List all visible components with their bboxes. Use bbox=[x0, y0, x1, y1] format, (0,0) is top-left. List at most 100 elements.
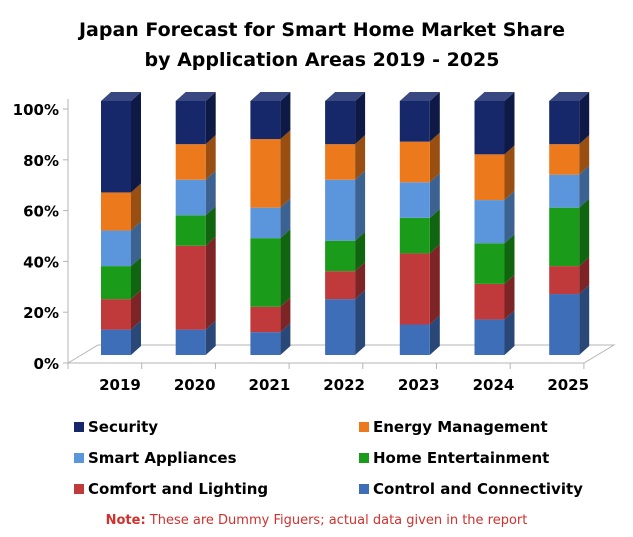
y-tick-label: 60% bbox=[23, 203, 59, 221]
bar-front-face bbox=[325, 240, 356, 272]
bar-top-face bbox=[549, 92, 590, 101]
bar-side-face bbox=[205, 320, 216, 355]
bar-front-face bbox=[549, 207, 580, 267]
bar-side-face bbox=[429, 132, 440, 183]
bar-top-face bbox=[325, 92, 366, 101]
bar-side-face bbox=[280, 130, 291, 208]
bar-side-face bbox=[131, 257, 141, 300]
bar-segment-smart-appliances bbox=[250, 198, 291, 239]
bar-side-face bbox=[579, 198, 590, 267]
bar-front-face bbox=[175, 179, 206, 216]
bar-segment-smart-appliances bbox=[101, 221, 141, 267]
bar-side-face bbox=[355, 231, 366, 272]
legend-label: Control and Connectivity bbox=[373, 480, 583, 498]
bar-front-face bbox=[399, 253, 430, 325]
chart-title-line-2: by Application Areas 2019 - 2025 bbox=[145, 49, 500, 71]
bar-segment-energy-management bbox=[474, 145, 515, 201]
bar-front-face bbox=[549, 294, 580, 355]
bar-segment-security bbox=[101, 92, 141, 193]
bar-front-face bbox=[325, 179, 356, 241]
chart-legend: Security Energy Management Smart Appliance… bbox=[74, 418, 583, 498]
bar-front-face bbox=[101, 266, 131, 300]
bar-side-face bbox=[131, 183, 141, 231]
chart-title-line-1: Japan Forecast for Smart Home Market Sha… bbox=[77, 19, 565, 41]
bar-front-face bbox=[325, 271, 356, 300]
bar-segment-energy-management bbox=[325, 135, 366, 180]
bar-segment-smart-appliances bbox=[474, 191, 515, 244]
legend-item: Home Entertainment bbox=[359, 449, 549, 467]
bar-side-face bbox=[579, 135, 590, 175]
bar-segment-smart-appliances bbox=[549, 165, 590, 208]
bar-segment-control-and-connectivity bbox=[549, 285, 590, 355]
bar-front-face bbox=[549, 101, 580, 145]
bar-front-face bbox=[101, 230, 131, 267]
bar-side-face bbox=[280, 297, 291, 333]
bar-segment-home-entertainment bbox=[250, 229, 291, 307]
y-tick-label: 100% bbox=[13, 101, 59, 119]
bar-segment-smart-appliances bbox=[325, 170, 366, 241]
bar-front-face bbox=[549, 266, 580, 295]
legend-item: Control and Connectivity bbox=[359, 480, 583, 498]
legend-item: Smart Appliances bbox=[74, 449, 237, 467]
bar-segment-home-entertainment bbox=[325, 231, 366, 272]
legend-item: Comfort and Lighting bbox=[74, 480, 268, 498]
y-tick-label: 20% bbox=[23, 304, 59, 322]
bar-side-face bbox=[504, 191, 515, 244]
x-tick-label: 2025 bbox=[547, 376, 589, 394]
bar-segment-energy-management bbox=[549, 135, 590, 175]
bar-segment-comfort-and-lighting bbox=[250, 297, 291, 333]
bar-segment-home-entertainment bbox=[175, 206, 216, 246]
bar-front-face bbox=[101, 192, 131, 231]
bar-segment-security bbox=[549, 92, 590, 145]
bar-segment-control-and-connectivity bbox=[399, 315, 440, 355]
bar-segment-control-and-connectivity bbox=[325, 290, 366, 355]
bar-segment-security bbox=[325, 92, 366, 145]
bar-segment-comfort-and-lighting bbox=[175, 236, 216, 330]
bar-segment-smart-appliances bbox=[175, 170, 216, 216]
bar-side-face bbox=[504, 274, 515, 320]
bar-front-face bbox=[549, 144, 580, 175]
bar-front-face bbox=[175, 215, 206, 246]
bar-front-face bbox=[474, 200, 505, 244]
bar-segment-energy-management bbox=[250, 130, 291, 208]
bar-side-face bbox=[205, 170, 216, 216]
bar-side-face bbox=[579, 165, 590, 208]
bar-segment-comfort-and-lighting bbox=[474, 274, 515, 320]
bar-segment-comfort-and-lighting bbox=[549, 257, 590, 295]
bar-front-face bbox=[101, 101, 131, 193]
bar-front-face bbox=[399, 101, 430, 142]
legend-label: Energy Management bbox=[373, 418, 548, 436]
bar-top-face bbox=[175, 92, 216, 101]
legend-swatch bbox=[359, 453, 369, 463]
footnote-label: Note: bbox=[105, 513, 146, 528]
bar-front-face bbox=[250, 139, 281, 208]
bar-front-face bbox=[250, 332, 281, 355]
bar-front-face bbox=[549, 174, 580, 208]
bar-segment-control-and-connectivity bbox=[175, 320, 216, 355]
legend-swatch bbox=[359, 484, 369, 494]
bar-side-face bbox=[280, 229, 291, 307]
bar-segment-smart-appliances bbox=[399, 173, 440, 218]
bar-side-face bbox=[429, 244, 440, 325]
bar-side-face bbox=[504, 92, 515, 155]
bar-segment-home-entertainment bbox=[549, 198, 590, 267]
bar-segment-control-and-connectivity bbox=[474, 310, 515, 355]
bar-side-face bbox=[205, 92, 216, 145]
bar-segment-comfort-and-lighting bbox=[399, 244, 440, 325]
bar-front-face bbox=[250, 306, 281, 333]
bar-side-face bbox=[429, 173, 440, 218]
bar-side-face bbox=[205, 206, 216, 246]
bar-front-face bbox=[399, 141, 430, 183]
bar-segment-control-and-connectivity bbox=[101, 320, 141, 355]
bar-side-face bbox=[429, 208, 440, 254]
x-tick-label: 2021 bbox=[249, 376, 291, 394]
bar-side-face bbox=[579, 257, 590, 295]
bar-side-face bbox=[579, 285, 590, 355]
bar-side-face bbox=[205, 236, 216, 330]
bar-front-face bbox=[474, 283, 505, 320]
bar-side-face bbox=[429, 92, 440, 142]
legend-swatch bbox=[74, 453, 84, 463]
bar-side-face bbox=[355, 290, 366, 355]
y-tick-label: 40% bbox=[23, 253, 59, 271]
bar-front-face bbox=[175, 144, 206, 180]
